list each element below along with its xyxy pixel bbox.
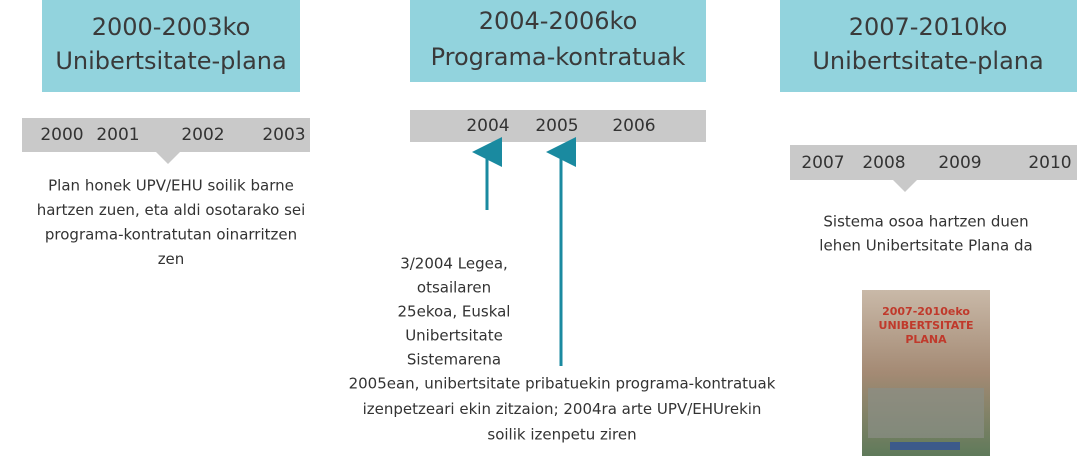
pointer [893, 180, 917, 192]
year-label: 2000 [40, 125, 83, 145]
cover-text: UNIBERTSITATE [879, 319, 974, 332]
cover-photo [868, 388, 984, 438]
description: lehen Unibertsitate Plana da [819, 237, 1032, 255]
cover-text: PLANA [905, 333, 947, 346]
description: Plan honek UPV/EHU soilik barne [48, 177, 294, 195]
note: 25ekoa, Euskal [398, 303, 511, 321]
column-title: Unibertsitate-plana [812, 47, 1043, 75]
note: 2005ean, unibertsitate pribatuekin progr… [349, 375, 776, 393]
note: Unibertsitate [405, 327, 503, 345]
cover-text: 2007-2010eko [882, 305, 970, 318]
note: soilik izenpetu ziren [487, 426, 636, 444]
description: hartzen zuen, eta aldi osotarako sei [37, 201, 306, 219]
pointer [156, 152, 180, 164]
note: izenpetzeari ekin zitzaion; 2004ra arte … [363, 400, 762, 418]
column-title: 2007-2010ko [849, 13, 1008, 41]
column-title: Programa-kontratuak [431, 43, 686, 71]
note: otsailaren [417, 279, 491, 297]
description: Sistema osoa hartzen duen [823, 213, 1028, 231]
description: programa-kontratutan oinarritzen [45, 226, 297, 244]
year-label: 2008 [862, 153, 905, 173]
year-label: 2003 [262, 125, 305, 145]
year-label: 2002 [181, 125, 224, 145]
diagram: 2000-2003ko Unibertsitate-plana 2004-2006k… [0, 0, 1077, 466]
year-label: 2007 [801, 153, 844, 173]
year-label: 2001 [96, 125, 139, 145]
year-label: 2005 [535, 116, 578, 136]
year-label: 2009 [938, 153, 981, 173]
column-title: 2004-2006ko [479, 7, 638, 35]
note: 3/2004 Legea, [400, 255, 508, 273]
year-label: 2010 [1028, 153, 1071, 173]
column-title: 2000-2003ko [92, 13, 251, 41]
column-title: Unibertsitate-plana [55, 47, 286, 75]
year-label: 2006 [612, 116, 655, 136]
year-label: 2004 [466, 116, 509, 136]
description: zen [158, 250, 185, 268]
cover-logo [890, 442, 960, 450]
note: Sistemarena [407, 351, 501, 369]
